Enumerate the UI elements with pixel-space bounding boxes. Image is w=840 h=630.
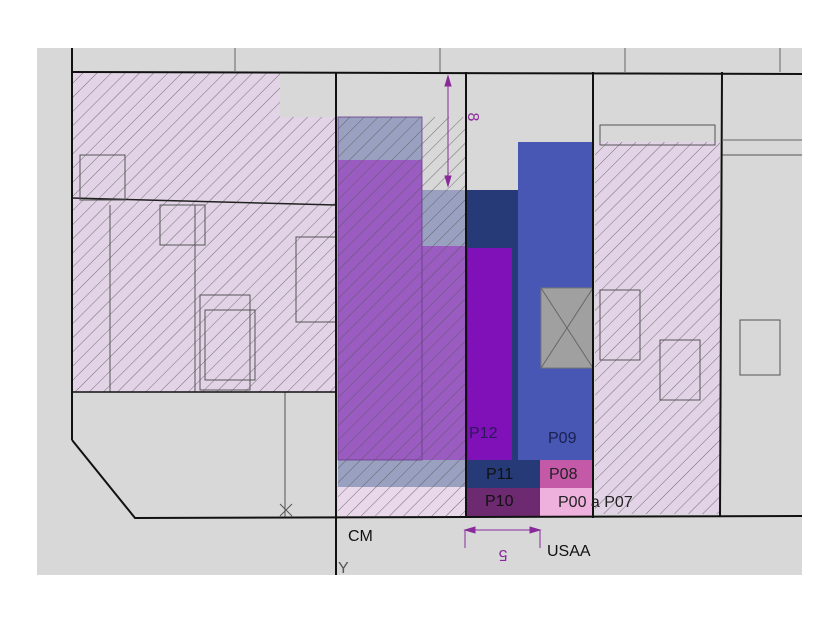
dim-horizontal-label: 5 [498, 546, 507, 563]
lot-lines [71, 48, 803, 575]
cm-building-block [337, 116, 466, 516]
label-p12: P12 [469, 425, 498, 442]
x-marker-icon [279, 503, 293, 517]
label-y: Y [338, 560, 349, 577]
dim-vertical-label: 8 [464, 113, 481, 122]
left-hatched-parcel [71, 72, 337, 518]
label-p00-p07: P00 a P07 [558, 494, 633, 511]
label-usaa: USAA [547, 543, 591, 560]
label-p10: P10 [485, 493, 514, 510]
neighbor-lines [234, 48, 802, 141]
p10-block [466, 488, 540, 516]
void-x-icon [540, 287, 594, 369]
label-p09: P09 [548, 430, 577, 447]
p00-p07-block [540, 488, 593, 516]
horizontal-dimension [463, 526, 542, 548]
vertical-dimension [444, 74, 452, 188]
label-cm: CM [348, 528, 373, 545]
label-p08: P08 [549, 466, 578, 483]
label-p11: P11 [486, 466, 513, 483]
right-hatched-parcel [595, 124, 802, 514]
p08-block [540, 460, 593, 488]
p12-block [468, 248, 512, 460]
